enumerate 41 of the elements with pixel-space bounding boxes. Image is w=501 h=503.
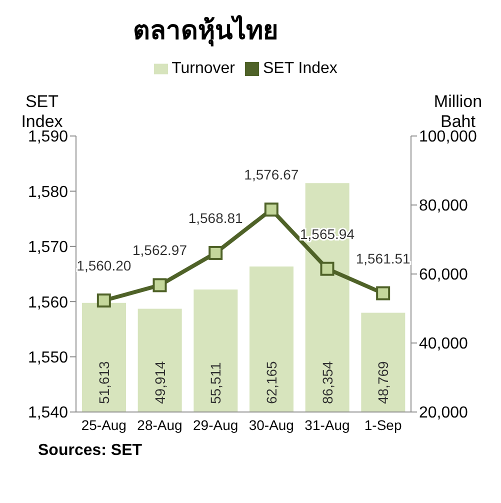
point	[208, 246, 223, 260]
y2-tick-label: 20,000	[419, 404, 468, 422]
y-tick-label: 1,550	[28, 349, 68, 366]
y2-tick-label: 100,000	[419, 128, 477, 146]
legend-label: Turnover	[172, 60, 235, 77]
point	[96, 293, 111, 308]
y-tick-label: 1,540	[28, 404, 68, 422]
data-label: 1,562.97	[132, 242, 188, 258]
source-note: Sources: SET	[38, 442, 144, 460]
data-label: 1,568.81	[188, 210, 244, 226]
data-label: 1,561.51	[356, 250, 411, 266]
chart-title: ตลาดหุ้นไทย	[132, 14, 279, 48]
point	[264, 202, 278, 217]
data-label: 51,613	[96, 360, 112, 404]
data-label: 62,165	[264, 360, 280, 404]
y2-axis-title: Million Baht	[434, 92, 484, 131]
y-tick-label: 1,570	[28, 239, 68, 256]
point	[152, 278, 167, 292]
data-label: 49,914	[152, 360, 168, 404]
y2-tick-label: 60,000	[419, 266, 468, 284]
x-tick-label: 1-Sep	[364, 416, 402, 433]
data-label: 55,511	[208, 362, 224, 404]
x-tick-label: 31-Aug	[304, 416, 350, 433]
data-label: 1,565.94	[300, 226, 355, 242]
x-tick-label: 25-Aug	[81, 416, 126, 433]
data-label: 86,354	[319, 360, 336, 404]
y-axis-title: SET Index	[20, 92, 63, 131]
y2-tick-label: 80,000	[419, 198, 468, 215]
x-tick-label: 29-Aug	[193, 416, 238, 433]
x-tick-label: 28-Aug	[137, 416, 182, 433]
point	[376, 286, 390, 300]
y-tick-label: 1,590	[28, 128, 68, 146]
data-label: 48,769	[375, 360, 392, 404]
x-tick-label: 30-Aug	[248, 416, 294, 433]
data-label: 1,576.67	[244, 166, 299, 183]
legend-label: SET Index	[263, 60, 338, 77]
y2-tick-label: 40,000	[419, 336, 468, 353]
y-tick-label: 1,580	[28, 184, 68, 201]
point	[320, 262, 334, 276]
data-label: 1,560.20	[76, 257, 132, 274]
y-tick-label: 1,560	[28, 294, 68, 312]
